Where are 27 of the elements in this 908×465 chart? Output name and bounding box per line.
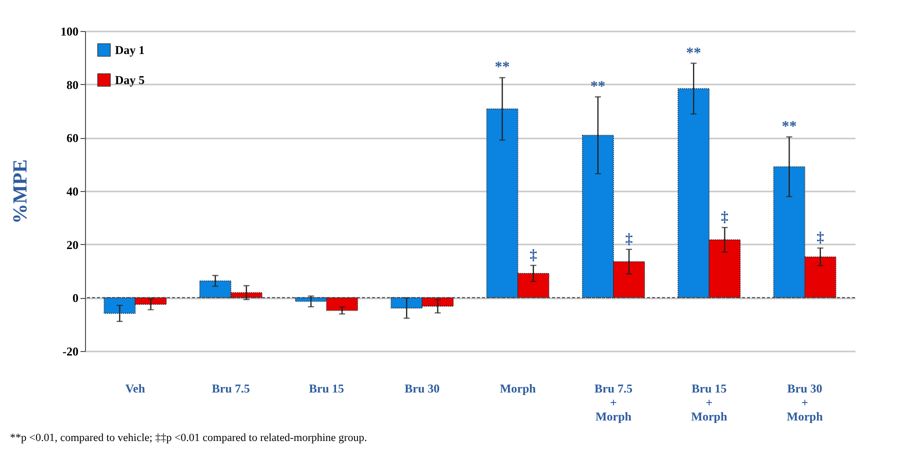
text: **p <0.01, compared to vehicle; ‡‡p <0.01 compared to related-morphine group. [10, 432, 368, 444]
annotation: ** [494, 60, 510, 76]
legend-label: Day 5 [115, 73, 145, 87]
annotation: ‡ [530, 247, 538, 264]
y-tick-label: 20 [66, 238, 78, 252]
annotation: ‡ [720, 210, 729, 226]
annotation: ‡ [816, 230, 825, 246]
annotation: ** [686, 45, 702, 62]
y-tick-label: 0 [72, 291, 78, 306]
y-tick-label: 80 [66, 78, 78, 92]
x-tick-label: Veh [125, 382, 146, 396]
y-tick-label: 60 [66, 131, 78, 146]
annotation: ‡ [625, 231, 634, 248]
annotation: ** [590, 78, 606, 95]
y-tick-label: -20 [62, 344, 78, 358]
annotation: ** [782, 118, 797, 135]
legend-label: Day 1 [115, 43, 145, 57]
y-axis-title: %MPE [10, 159, 32, 224]
y-tick-label: 100 [60, 24, 78, 38]
x-tick-label: Bru 15 + Morph [691, 382, 728, 424]
x-tick-label: Bru 7.5 + Morph [594, 382, 632, 424]
y-tick-label: 40 [66, 184, 78, 198]
x-tick-label: Bru 7.5 [212, 382, 250, 396]
x-tick-label: Bru 30 [404, 382, 440, 396]
x-tick-label: Bru 15 [309, 382, 344, 396]
x-tick-label: Bru 30 + Morph [786, 382, 824, 424]
x-tick-label: Morph [500, 382, 536, 396]
